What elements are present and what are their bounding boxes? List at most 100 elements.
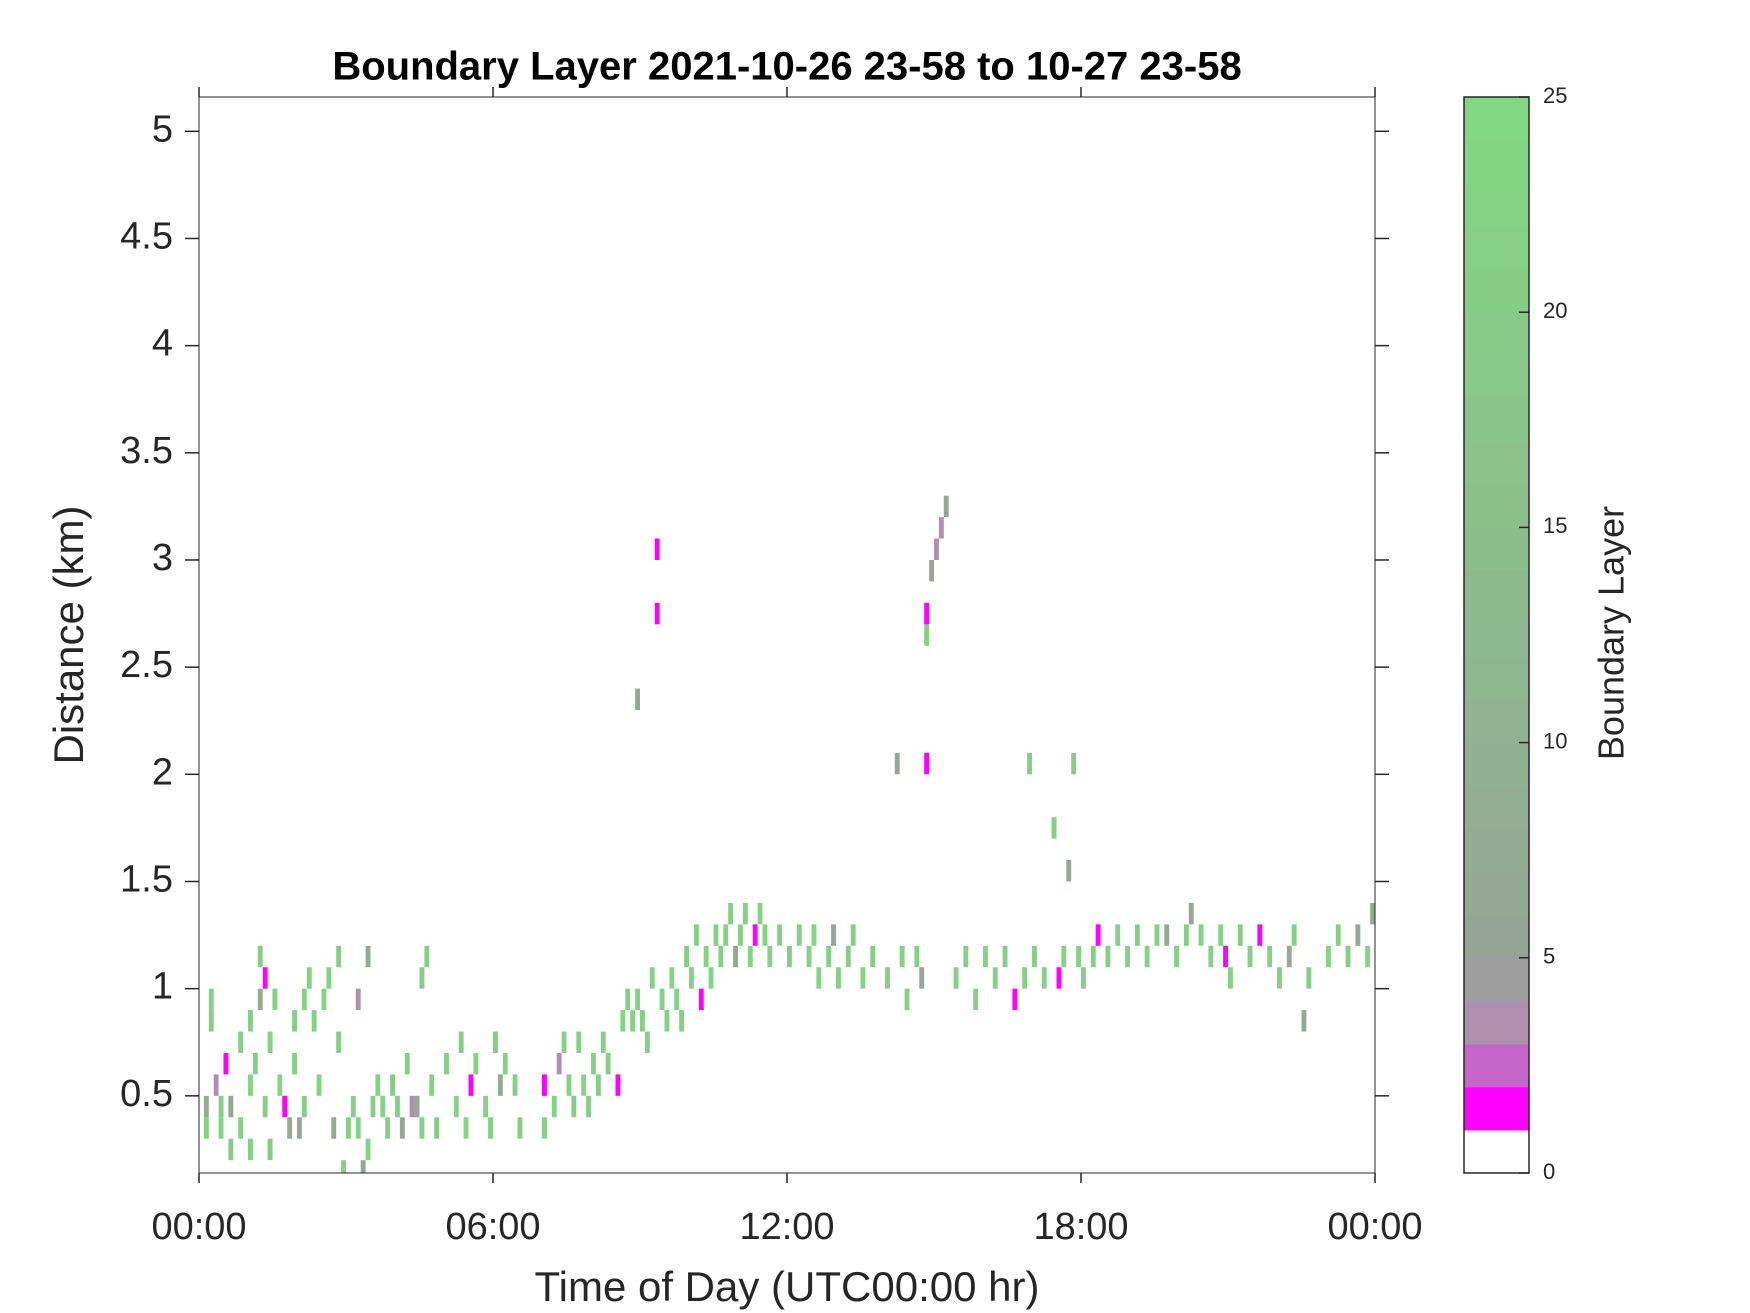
- heatmap-cell: [973, 988, 979, 1011]
- heatmap-cell: [649, 967, 655, 989]
- heatmap-cell: [644, 1031, 650, 1053]
- heatmap-cell: [248, 1074, 253, 1096]
- colorbar-band: [1464, 398, 1529, 442]
- heatmap-cell: [1335, 924, 1341, 946]
- heatmap-cell: [365, 1138, 371, 1161]
- heatmap-cell: [331, 1117, 337, 1139]
- y-tick-label: 5: [152, 108, 173, 150]
- heatmap-cell: [708, 967, 714, 989]
- heatmap-cell: [860, 967, 866, 989]
- y-tick-label: 1.5: [120, 859, 173, 901]
- y-tick-label: 2: [152, 751, 173, 793]
- heatmap-cell: [542, 1074, 547, 1096]
- y-tick-label: 1: [152, 966, 173, 1008]
- heatmap-cell: [419, 967, 425, 989]
- heatmap-cell: [992, 967, 998, 989]
- heatmap-cell: [336, 945, 342, 968]
- heatmap-cell: [208, 988, 214, 1011]
- heatmap-cell: [777, 924, 783, 946]
- heatmap-cell: [1134, 924, 1140, 946]
- colorbar-band: [1464, 613, 1529, 658]
- colorbar-band: [1464, 140, 1529, 184]
- heatmap-cell: [341, 1160, 346, 1173]
- heatmap-cell: [1012, 988, 1018, 1011]
- heatmap-cell: [355, 988, 361, 1011]
- heatmap-cell: [796, 924, 802, 946]
- heatmap-cell: [321, 988, 327, 1011]
- heatmap-cell: [434, 1117, 440, 1139]
- heatmap-cell: [252, 1052, 258, 1075]
- x-tick-label: 18:00: [1033, 1206, 1128, 1248]
- heatmap-cell: [208, 1010, 214, 1032]
- heatmap-cell: [983, 945, 988, 968]
- heatmap-cell: [375, 1074, 381, 1096]
- colorbar-band: [1464, 183, 1529, 227]
- heatmap-cell: [551, 1095, 557, 1118]
- colorbar-tick-label: 5: [1543, 944, 1555, 969]
- colorbar-band: [1464, 1043, 1529, 1088]
- heatmap-cell: [850, 924, 856, 946]
- heatmap-cell: [1370, 902, 1375, 925]
- heatmap-cell: [620, 1010, 626, 1032]
- heatmap-cell: [1095, 924, 1101, 946]
- colorbar-band: [1464, 226, 1529, 270]
- colorbar: [1464, 97, 1529, 1174]
- colorbar-band: [1464, 1129, 1529, 1174]
- heatmap-cell: [1355, 924, 1361, 946]
- heatmap-cell: [728, 902, 734, 925]
- heatmap-cell: [738, 924, 743, 946]
- heatmap-cell: [556, 1052, 562, 1075]
- heatmap-cell: [689, 967, 694, 989]
- heatmap-cell: [1071, 752, 1077, 775]
- colorbar-band: [1464, 699, 1529, 744]
- colorbar-band: [1464, 871, 1529, 916]
- heatmap-cell: [938, 517, 944, 539]
- heatmap-cell: [1326, 945, 1331, 968]
- heatmap-cell: [390, 1074, 395, 1096]
- heatmap-cell: [1056, 967, 1062, 989]
- heatmap-cell: [287, 1117, 293, 1139]
- heatmap-cell: [228, 1095, 234, 1118]
- heatmap-cell: [615, 1074, 621, 1096]
- heatmap-cell: [571, 1095, 577, 1118]
- heatmap-cell: [595, 1074, 601, 1096]
- heatmap-cell: [257, 945, 263, 968]
- heatmap-cell: [1002, 945, 1008, 968]
- colorbar-box: [1463, 96, 1530, 1174]
- heatmap-cells: [203, 495, 1375, 1173]
- heatmap-cell: [365, 945, 371, 968]
- heatmap-cell: [787, 945, 792, 968]
- heatmap-cell: [806, 945, 812, 968]
- heatmap-cell: [301, 988, 307, 1011]
- colorbar-tick-label: 0: [1543, 1159, 1555, 1184]
- heatmap-cell: [218, 1117, 224, 1139]
- heatmap-cell: [1027, 752, 1032, 775]
- heatmap-cell: [600, 1031, 606, 1053]
- heatmap-cell: [762, 924, 768, 946]
- heatmap-cell: [311, 1010, 317, 1032]
- heatmap-cell: [316, 1074, 322, 1096]
- heatmap-cell: [767, 945, 773, 968]
- heatmap-cell: [1115, 924, 1121, 946]
- heatmap-cell: [747, 945, 753, 968]
- heatmap-cell: [414, 1095, 420, 1118]
- heatmap-cell: [1154, 924, 1160, 946]
- heatmap-cell: [1125, 945, 1130, 968]
- heatmap-cell: [870, 945, 876, 968]
- heatmap-cell: [1066, 860, 1072, 882]
- heatmap-cell: [370, 1095, 376, 1118]
- heatmap-cell: [336, 1031, 342, 1053]
- colorbar-band: [1464, 742, 1529, 787]
- heatmap-cell: [1105, 945, 1111, 968]
- heatmap-cell: [561, 1031, 567, 1053]
- heatmap-cell: [625, 988, 631, 1011]
- heatmap-cell: [1237, 924, 1243, 946]
- heatmap-cell: [1301, 1010, 1307, 1032]
- heatmap-cell: [218, 1095, 224, 1118]
- colorbar-tick-label: 25: [1543, 83, 1567, 108]
- heatmap-cell: [684, 945, 689, 968]
- axes-box: [198, 96, 1376, 1174]
- colorbar-band: [1464, 1000, 1529, 1045]
- colorbar-band: [1464, 312, 1529, 356]
